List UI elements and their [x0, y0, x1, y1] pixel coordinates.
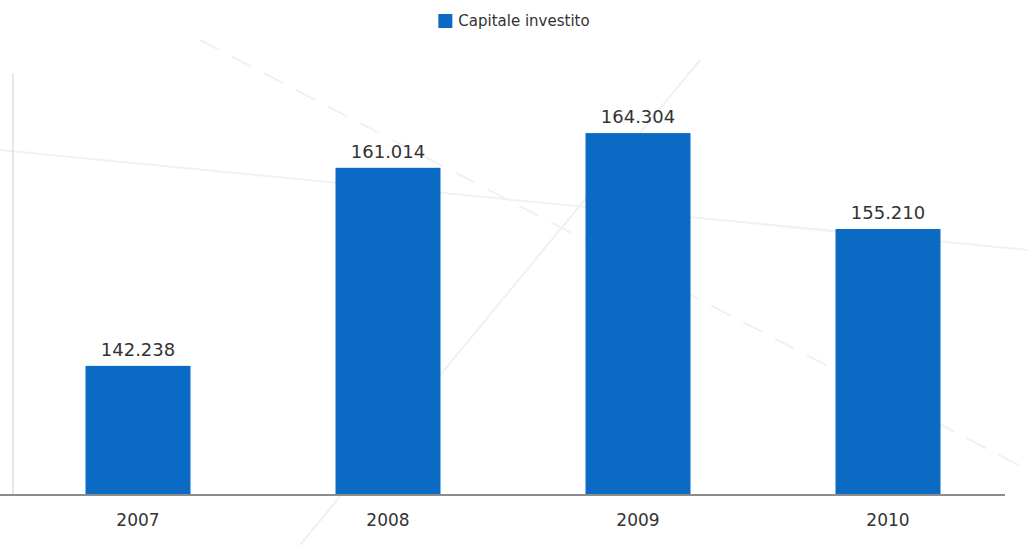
bar: [586, 133, 691, 495]
legend-swatch: [438, 14, 452, 28]
bar: [86, 366, 191, 495]
x-tick-label: 2009: [616, 510, 659, 530]
legend-label: Capitale investito: [458, 12, 589, 30]
decoration-line: [300, 60, 700, 545]
x-axis-line: [0, 494, 1005, 496]
bars: [86, 133, 941, 495]
y-axis-line: [13, 73, 14, 495]
data-label: 161.014: [351, 141, 425, 162]
background-decoration: [0, 40, 1028, 545]
bar: [336, 168, 441, 495]
data-label: 155.210: [851, 202, 925, 223]
bar: [836, 229, 941, 495]
data-labels: 142.238 161.014 164.304 155.210: [101, 106, 925, 360]
x-tick-label: 2008: [366, 510, 409, 530]
legend: Capitale investito: [438, 12, 589, 30]
data-label: 164.304: [601, 106, 675, 127]
chart: 142.238 161.014 164.304 155.210 2007 2008 2009…: [0, 0, 1028, 545]
x-tick-label: 2007: [116, 510, 159, 530]
x-tick-label: 2010: [866, 510, 909, 530]
data-label: 142.238: [101, 339, 175, 360]
